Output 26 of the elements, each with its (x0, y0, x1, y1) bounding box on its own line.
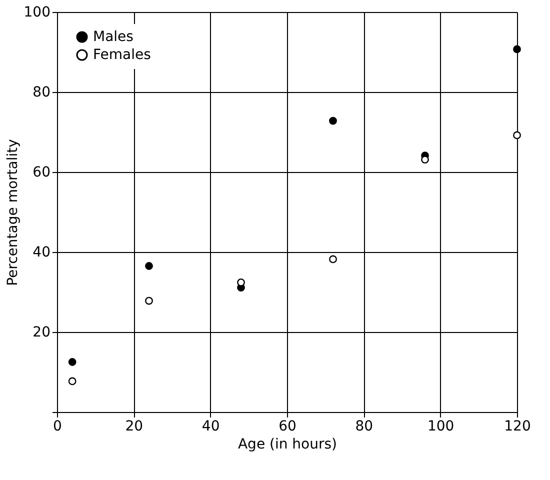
y-tick-label: 40 (32, 244, 50, 260)
point (145, 262, 153, 270)
x-tick-label: 20 (125, 418, 144, 434)
y-tick-label: 100 (24, 4, 50, 20)
point (237, 278, 245, 286)
x-tick-label: 80 (355, 418, 374, 434)
point (513, 131, 521, 140)
x-tick-label: 0 (53, 418, 62, 434)
y-tick-label: 60 (32, 164, 50, 180)
legend-label: Females (93, 47, 151, 63)
point (68, 358, 76, 366)
point (145, 296, 153, 305)
y-tick-label: 80 (32, 84, 50, 100)
legend-label: Males (93, 29, 134, 45)
x-tick-label: 100 (427, 418, 454, 434)
x-tick-label: 60 (278, 418, 296, 434)
x-axis-title: Age (in hours) (238, 436, 338, 452)
point (329, 255, 337, 264)
x-tick-label: 120 (504, 418, 531, 434)
y-axis-title: Percentage mortality (4, 139, 21, 286)
point (421, 156, 429, 164)
point (513, 45, 521, 54)
x-tick-label: 40 (202, 418, 220, 434)
y-tick-label: 20 (32, 324, 50, 340)
point (68, 377, 76, 386)
point (329, 116, 337, 125)
